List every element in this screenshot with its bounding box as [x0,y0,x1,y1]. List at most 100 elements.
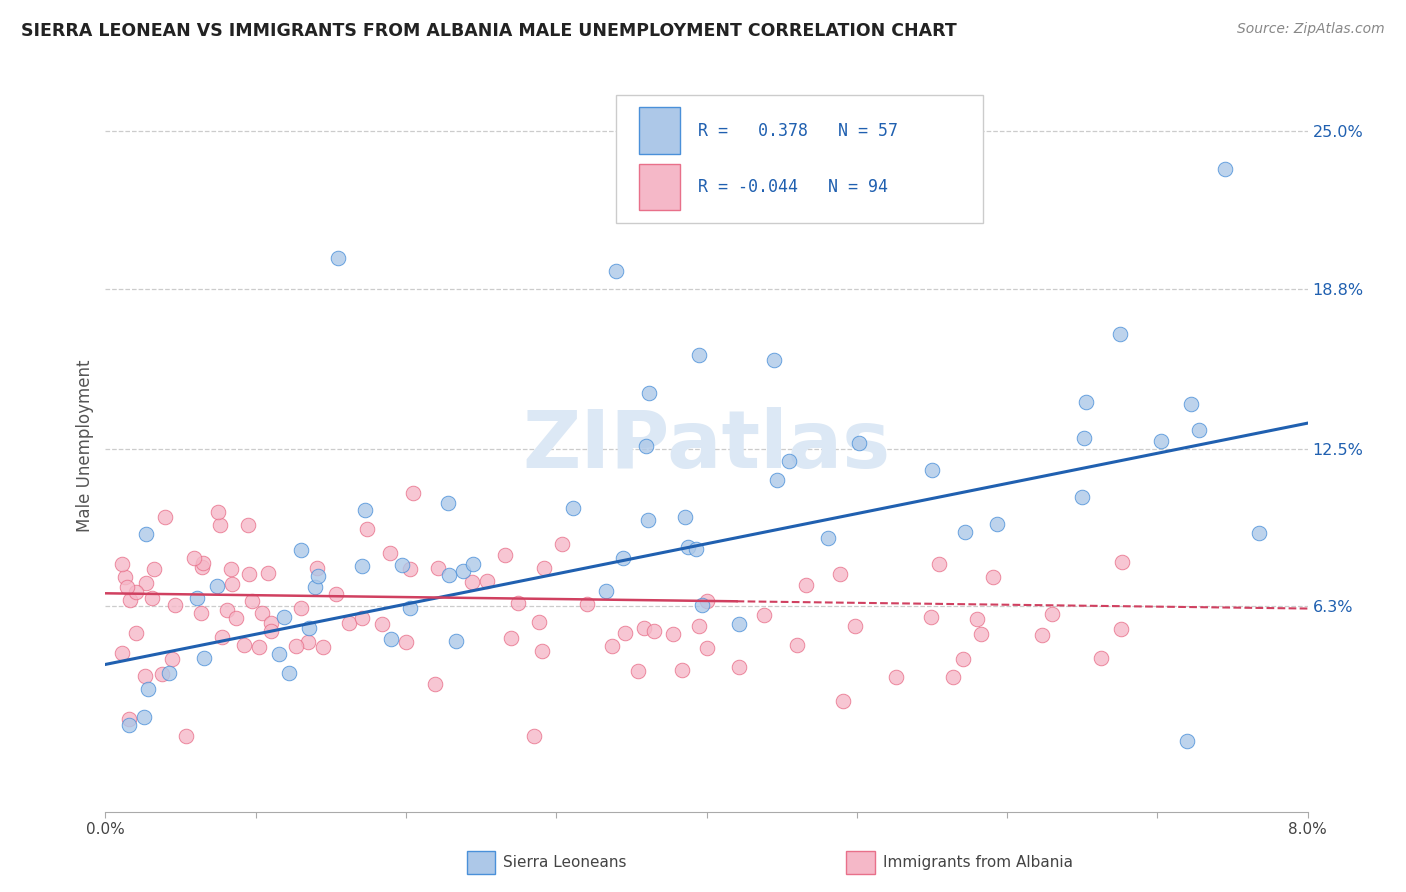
Point [848,436,870,450]
Point [942,670,965,684]
Point [688,348,710,362]
Point [1175,733,1198,747]
Point [501,632,523,646]
Point [1090,650,1112,665]
Point [523,729,546,743]
Text: Immigrants from Albania: Immigrants from Albania [883,855,1073,870]
Point [1073,431,1095,445]
Point [186,591,208,606]
Point [391,558,413,573]
Point [207,579,229,593]
Point [595,583,617,598]
Point [402,486,425,500]
Point [136,682,159,697]
Point [671,663,693,677]
Point [267,647,290,661]
Point [636,439,658,453]
Point [304,581,326,595]
Point [1188,423,1211,437]
Point [673,510,696,524]
Point [643,624,665,638]
Point [1180,397,1202,411]
Text: R = -0.044   N = 94: R = -0.044 N = 94 [699,178,889,196]
Point [728,616,751,631]
Point [1109,327,1132,342]
Point [533,561,555,575]
Point [207,505,229,519]
Point [217,603,239,617]
Point [350,611,373,625]
Point [257,566,280,580]
Point [350,558,373,573]
Point [828,566,851,581]
Point [921,463,943,477]
Point [529,615,551,629]
Point [118,718,141,732]
Point [110,647,132,661]
Point [284,639,307,653]
Text: R =   0.378   N = 57: R = 0.378 N = 57 [699,121,898,140]
Point [125,584,148,599]
Point [183,550,205,565]
Point [371,616,394,631]
Point [143,562,166,576]
Point [1031,628,1053,642]
Point [928,558,950,572]
Point [135,527,157,541]
Point [688,619,710,633]
Point [134,709,156,723]
Point [380,632,402,646]
Point [305,561,328,575]
Point [763,352,786,367]
Point [832,694,855,708]
Point [219,562,242,576]
Point [696,594,718,608]
Point [208,518,231,533]
Point [135,575,157,590]
Point [160,652,183,666]
Point [290,542,312,557]
Point [328,251,350,265]
Point [986,517,1008,532]
Point [637,513,659,527]
Point [794,578,817,592]
Point [685,541,707,556]
Text: ZIPatlas: ZIPatlas [523,407,890,485]
Point [155,510,177,524]
FancyBboxPatch shape [640,163,681,211]
Point [247,640,270,654]
Point [157,665,180,680]
Point [425,677,447,691]
Point [356,523,378,537]
Text: SIERRA LEONEAN VS IMMIGRANTS FROM ALBANIA MALE UNEMPLOYMENT CORRELATION CHART: SIERRA LEONEAN VS IMMIGRANTS FROM ALBANI… [21,22,957,40]
Point [633,621,655,635]
Point [475,574,498,588]
Point [325,587,347,601]
Point [446,634,468,648]
Point [551,537,574,551]
Point [118,712,141,726]
Point [613,625,636,640]
Point [211,631,233,645]
Text: Source: ZipAtlas.com: Source: ZipAtlas.com [1237,22,1385,37]
Point [696,641,718,656]
Point [278,666,301,681]
Point [638,386,661,401]
Point [399,601,422,615]
Point [115,580,138,594]
Point [134,668,156,682]
Point [118,592,141,607]
Point [150,666,173,681]
Point [461,574,484,589]
Point [238,517,260,532]
Point [966,612,988,626]
Point [437,567,460,582]
Point [252,606,274,620]
Point [174,729,197,743]
Point [662,627,685,641]
Point [232,638,254,652]
Point [1074,395,1097,409]
Point [1247,526,1270,541]
Point [354,503,377,517]
Point [1070,490,1092,504]
